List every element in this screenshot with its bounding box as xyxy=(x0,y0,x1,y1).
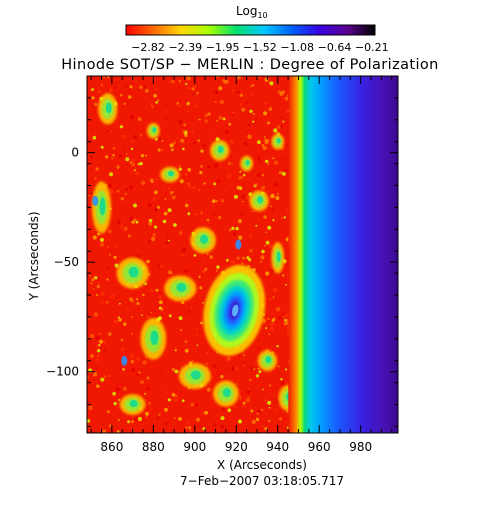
y-tick-label: 0 xyxy=(71,146,79,160)
x-axis-label: X (Arcseconds) xyxy=(217,458,307,472)
x-tick-label: 880 xyxy=(142,440,165,454)
plot-area xyxy=(87,76,398,433)
colorbar-title: Log10 xyxy=(236,4,268,20)
colorbar-title-sub: 10 xyxy=(257,11,267,20)
plot-frame xyxy=(86,75,399,434)
y-axis: 0 −50 −100 xyxy=(46,97,398,427)
colorbar-title-base: Log xyxy=(236,4,257,18)
colorbar-tick-label: −1.08 xyxy=(280,41,314,54)
colorbar-tick-label: −1.52 xyxy=(243,41,277,54)
x-tick-label: 980 xyxy=(349,440,372,454)
timestamp: 7−Feb−2007 03:18:05.717 xyxy=(180,474,344,488)
colorbar-ticks: −2.82 −2.39 −1.95 −1.52 −1.08 −0.64 −0.21 xyxy=(131,41,389,54)
x-tick-label: 940 xyxy=(266,440,289,454)
colorbar-tick-label: −2.39 xyxy=(168,41,202,54)
y-tick-label: −50 xyxy=(54,255,79,269)
chart-title: Hinode SOT/SP − MERLIN : Degree of Polar… xyxy=(61,57,439,73)
colorbar-tick-label: −2.82 xyxy=(131,41,165,54)
colorbar-tick-label: −0.64 xyxy=(318,41,352,54)
colorbar-tick-label: −1.95 xyxy=(206,41,240,54)
y-tick-label: −100 xyxy=(46,365,79,379)
x-tick-label: 920 xyxy=(225,440,248,454)
colorbar-tick-label: −0.21 xyxy=(355,41,389,54)
colorbar xyxy=(125,24,376,36)
x-tick-label: 860 xyxy=(100,440,123,454)
x-axis: 860 880 900 920 940 960 980 xyxy=(90,76,393,454)
sunspot xyxy=(203,264,266,356)
x-tick-label: 900 xyxy=(183,440,206,454)
limb-gradient xyxy=(288,76,398,433)
y-axis-label: Y (Arcseconds) xyxy=(27,211,41,301)
x-tick-label: 960 xyxy=(308,440,331,454)
